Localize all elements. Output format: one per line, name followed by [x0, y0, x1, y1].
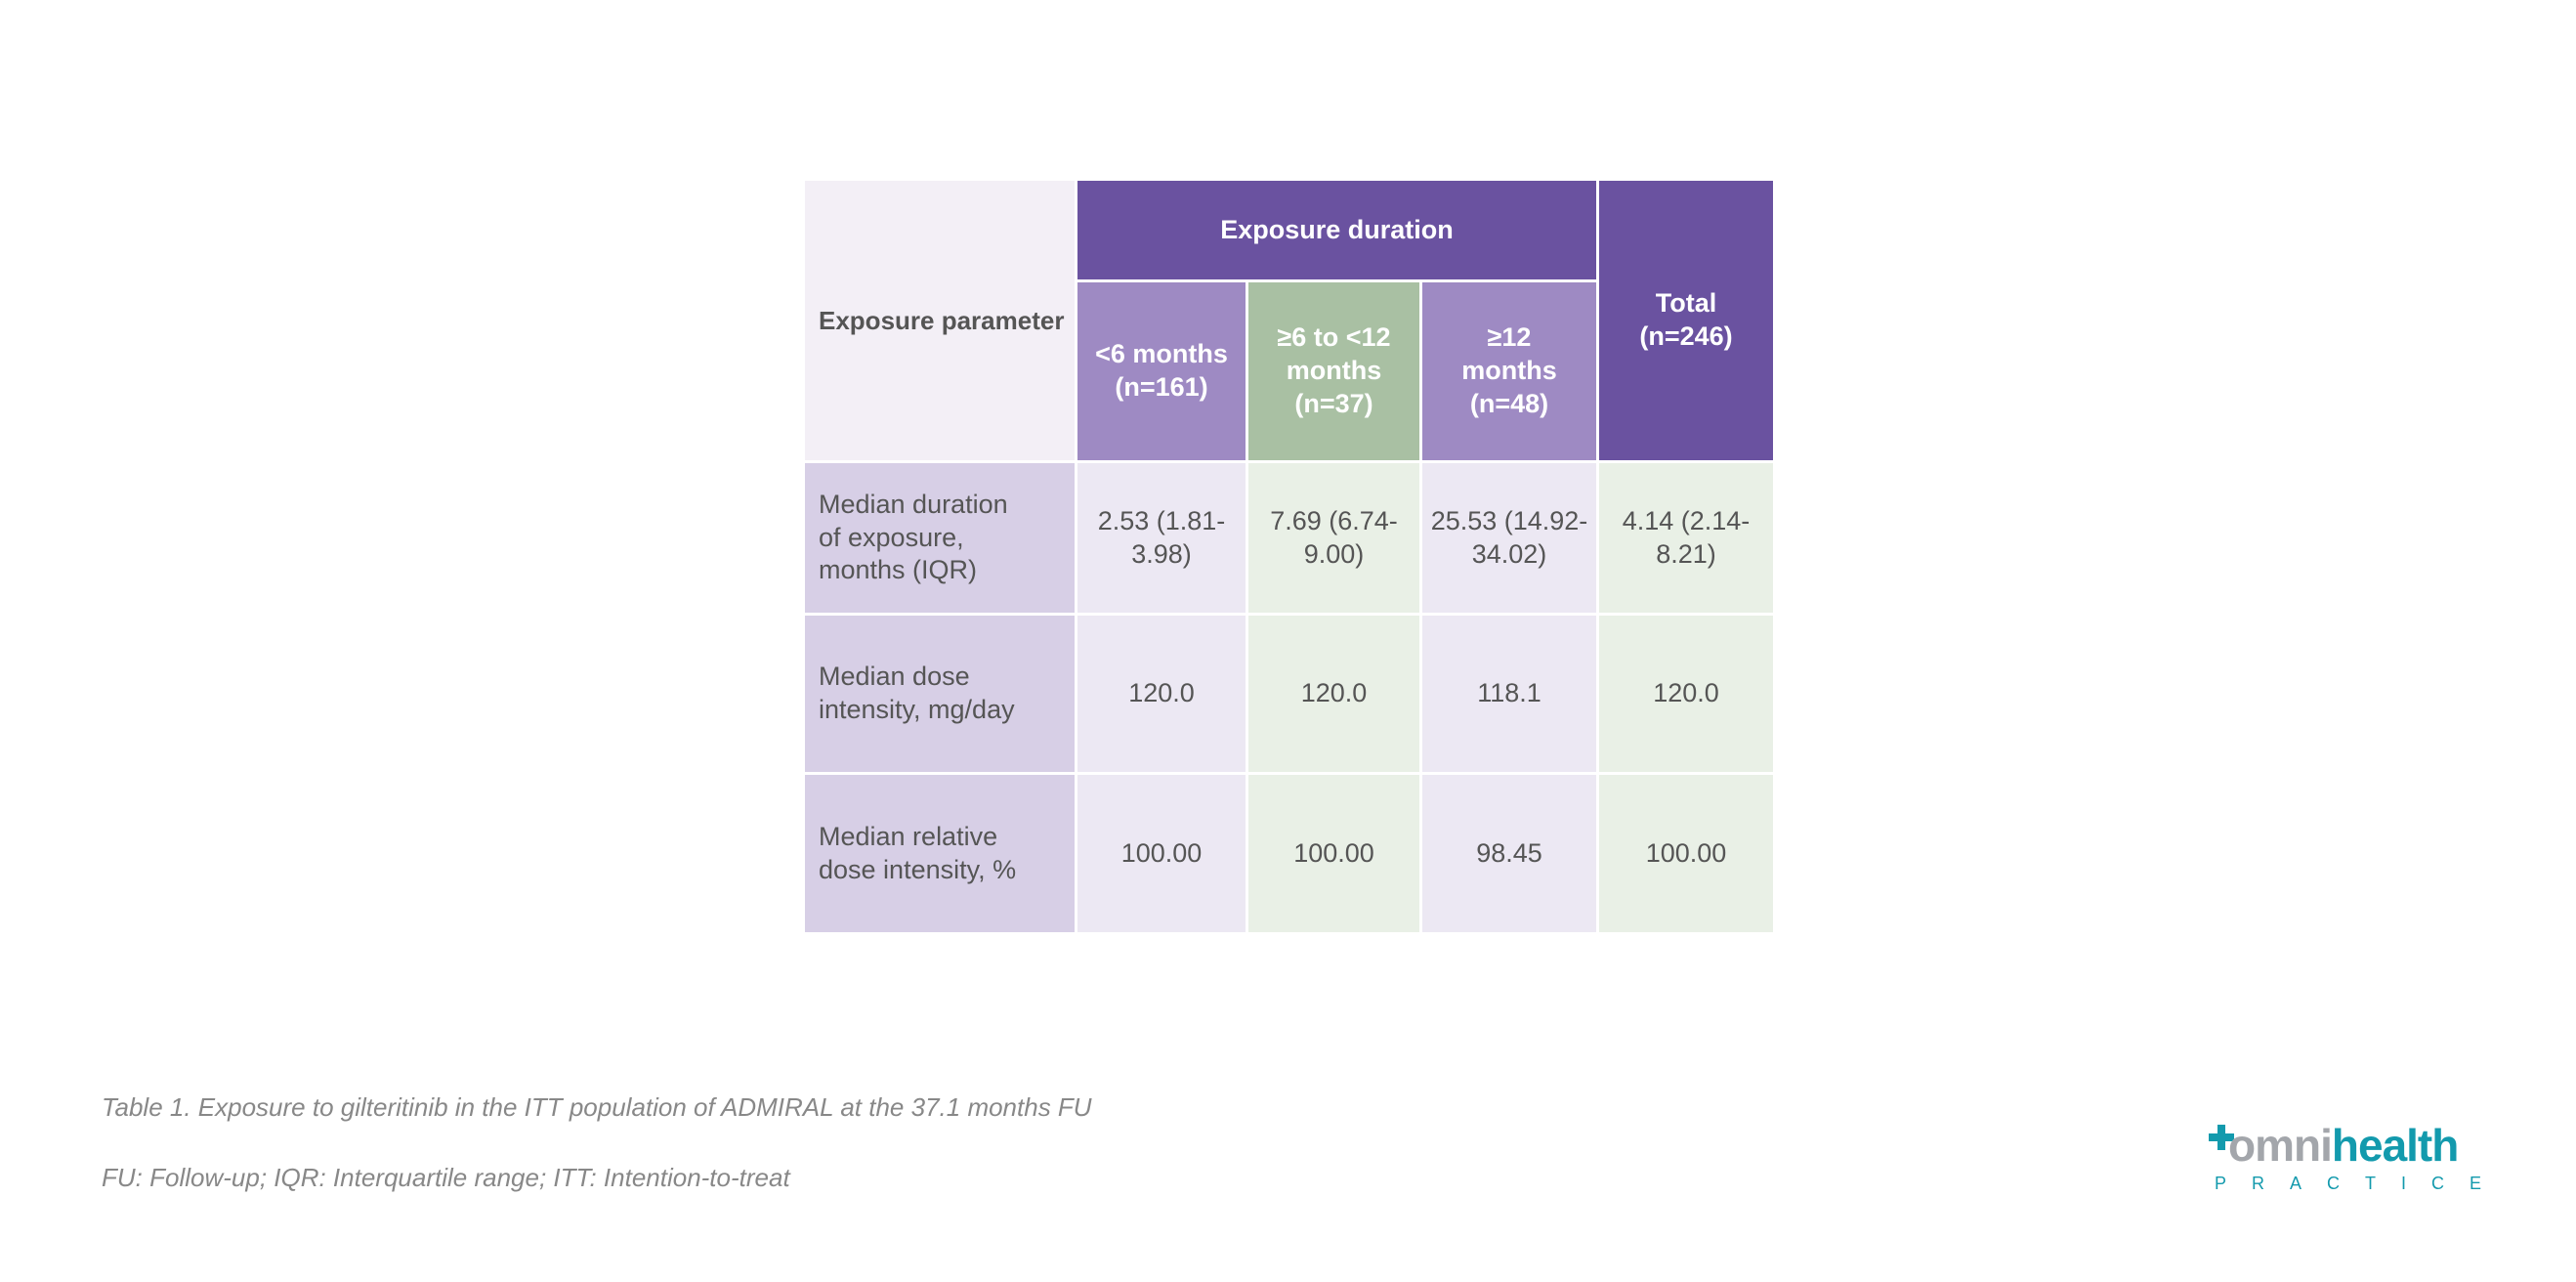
omnihealth-logo: omnihealth PRACTICE: [2207, 1120, 2481, 1196]
cell: 98.45: [1422, 775, 1596, 932]
cell: 25.53 (14.92-34.02): [1422, 463, 1596, 613]
table-caption: Table 1. Exposure to gilteritinib in the…: [102, 1092, 1092, 1122]
plus-icon: [2209, 1125, 2234, 1150]
cell: 118.1: [1422, 616, 1596, 772]
row-label-duration: Median duration of exposure, months (IQR…: [805, 463, 1075, 613]
cell: 120.0: [1077, 616, 1246, 772]
header-exposure-parameter: Exposure parameter: [805, 181, 1075, 460]
cell: 2.53 (1.81-3.98): [1077, 463, 1246, 613]
logo-wordmark: omnihealth: [2228, 1120, 2459, 1171]
exposure-table: Exposure parameter Exposure duration Tot…: [805, 181, 1773, 932]
header-ge12-months: ≥12 months (n=48): [1422, 282, 1596, 460]
cell: 100.00: [1599, 775, 1773, 932]
row-label-relative-dose-intensity: Median relative dose intensity, %: [805, 775, 1075, 932]
header-exposure-duration: Exposure duration: [1077, 181, 1596, 279]
footnote: FU: Follow-up; IQR: Interquartile range;…: [102, 1163, 790, 1192]
header-lt6-months: <6 months (n=161): [1077, 282, 1246, 460]
cell: 7.69 (6.74-9.00): [1248, 463, 1419, 613]
header-total: Total (n=246): [1599, 181, 1773, 460]
row-label-dose-intensity: Median dose intensity, mg/day: [805, 616, 1075, 772]
header-6-to-12-months: ≥6 to <12 months (n=37): [1248, 282, 1419, 460]
logo-subtitle: PRACTICE: [2215, 1174, 2508, 1193]
cell: 120.0: [1248, 616, 1419, 772]
cell: 4.14 (2.14-8.21): [1599, 463, 1773, 613]
cell: 120.0: [1599, 616, 1773, 772]
cell: 100.00: [1248, 775, 1419, 932]
cell: 100.00: [1077, 775, 1246, 932]
